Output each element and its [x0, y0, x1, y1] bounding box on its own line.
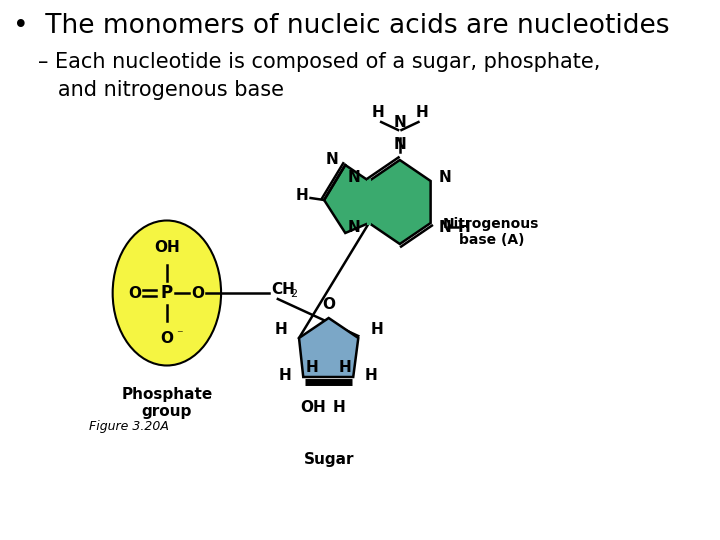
Text: OH: OH	[154, 240, 180, 255]
Polygon shape	[369, 160, 431, 244]
Text: O: O	[161, 331, 174, 346]
Text: N: N	[348, 170, 361, 185]
Text: P: P	[161, 284, 173, 302]
Text: •  The monomers of nucleic acids are nucleotides: • The monomers of nucleic acids are nucl…	[13, 13, 669, 39]
Text: N: N	[393, 115, 406, 130]
Text: Figure 3.20A: Figure 3.20A	[89, 420, 168, 433]
Ellipse shape	[112, 220, 221, 366]
Text: H: H	[333, 400, 345, 415]
Text: H: H	[372, 105, 384, 120]
Text: O: O	[128, 286, 141, 300]
Text: OH: OH	[300, 400, 326, 415]
Text: H: H	[458, 219, 470, 234]
Text: N: N	[439, 170, 452, 185]
Text: H: H	[370, 322, 383, 338]
Text: H: H	[296, 188, 309, 204]
Text: CH: CH	[271, 281, 295, 296]
Polygon shape	[324, 165, 369, 233]
Text: O: O	[322, 297, 335, 312]
Text: O: O	[191, 286, 204, 300]
Text: ⁻: ⁻	[176, 328, 183, 341]
Text: Phosphate
group: Phosphate group	[121, 387, 212, 420]
Text: H: H	[415, 105, 428, 120]
Text: N: N	[439, 219, 452, 234]
Text: N: N	[348, 219, 361, 234]
Text: H: H	[279, 368, 292, 382]
Text: H: H	[338, 360, 351, 375]
Text: H: H	[365, 368, 378, 382]
Polygon shape	[299, 318, 359, 377]
Text: N: N	[393, 137, 406, 152]
Text: N: N	[325, 152, 338, 166]
Text: H: H	[305, 360, 318, 375]
Text: Nitrogenous
base (A): Nitrogenous base (A)	[443, 217, 539, 247]
Text: H: H	[274, 322, 287, 338]
Text: 2: 2	[289, 289, 297, 299]
Text: Sugar: Sugar	[303, 452, 354, 467]
Text: – Each nucleotide is composed of a sugar, phosphate,
   and nitrogenous base: – Each nucleotide is composed of a sugar…	[38, 52, 600, 100]
